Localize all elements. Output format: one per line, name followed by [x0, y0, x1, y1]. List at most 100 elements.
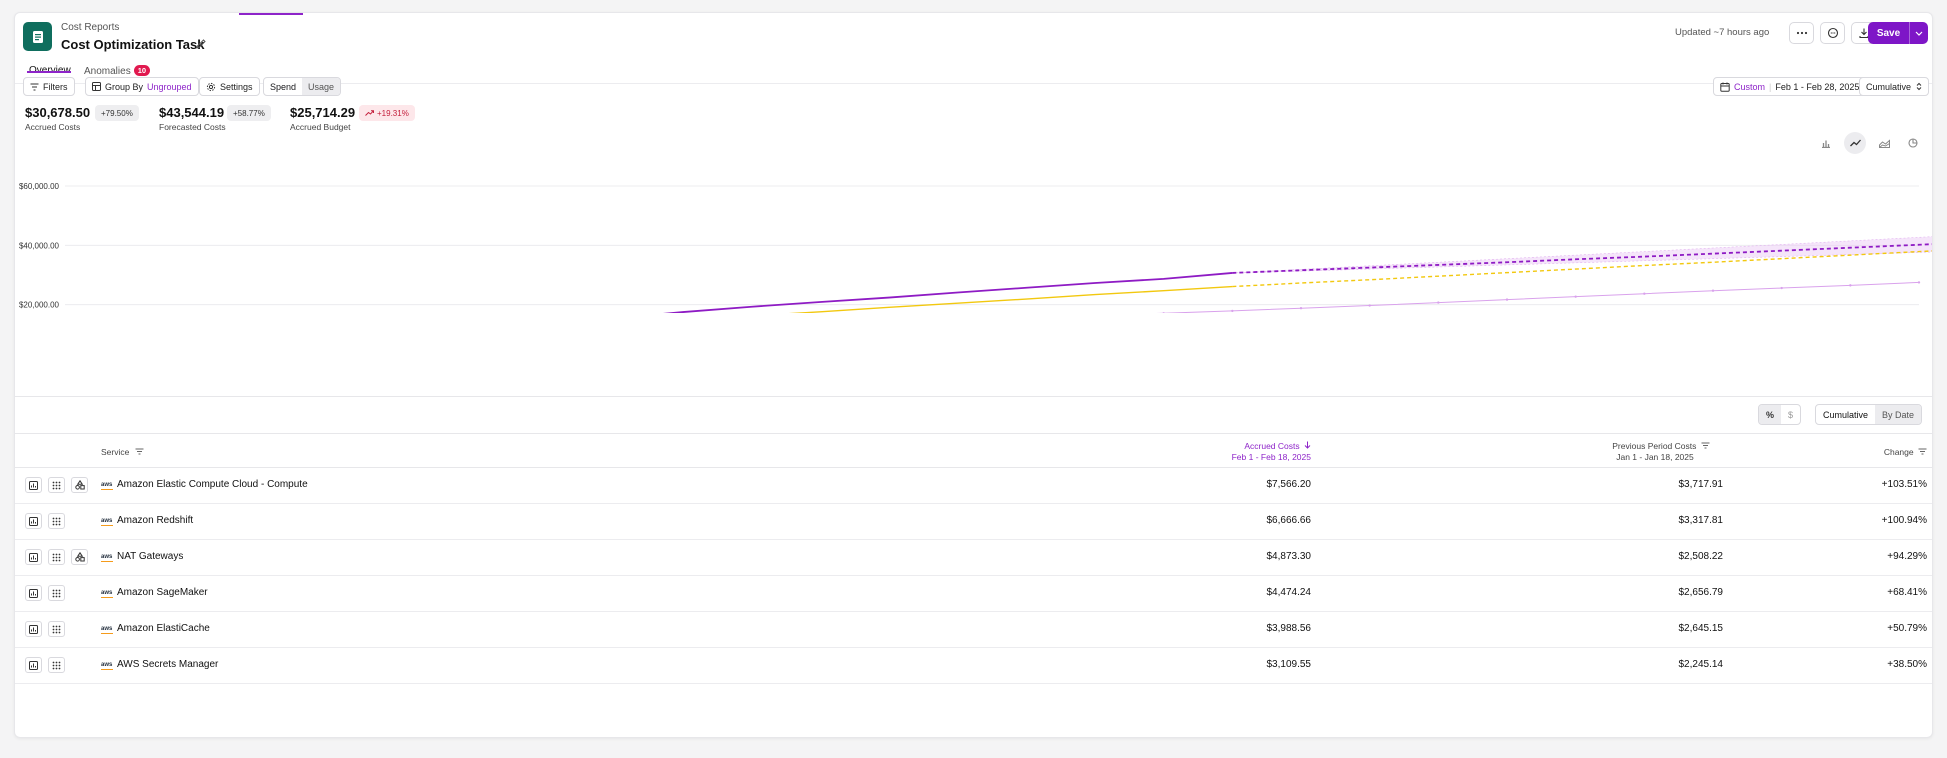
- service-name[interactable]: aws NAT Gateways: [101, 551, 184, 562]
- calendar-icon: [1720, 82, 1730, 92]
- gear-icon: [206, 82, 216, 91]
- kpi-forecast-label: Forecasted Costs: [159, 122, 226, 132]
- row-chart-icon[interactable]: [25, 477, 42, 493]
- forecast-band: [1232, 236, 1932, 274]
- usage-option[interactable]: Usage: [302, 78, 341, 95]
- breadcrumb[interactable]: Cost Reports: [61, 22, 120, 33]
- accrued-cost-cell: $7,566.20: [1266, 479, 1312, 490]
- percent-option[interactable]: %: [1759, 405, 1782, 424]
- aws-logo-icon: aws: [101, 554, 113, 562]
- change-cell: +103.51%: [1881, 479, 1927, 490]
- download-icon: [1858, 28, 1869, 39]
- bar-chart-icon[interactable]: [1815, 132, 1837, 154]
- aws-logo-icon: aws: [101, 662, 113, 670]
- date-range-picker[interactable]: Custom | Feb 1 - Feb 28, 2025: [1713, 77, 1867, 96]
- table-row[interactable]: aws AWS Secrets Manager $3,109.55 $2,245.14…: [15, 648, 1932, 684]
- previous-period-point: [1162, 312, 1165, 313]
- col-service-header[interactable]: Service: [101, 447, 144, 457]
- row-grid-icon[interactable]: [48, 549, 65, 565]
- by-date-option[interactable]: By Date: [1875, 405, 1922, 424]
- row-grid-icon[interactable]: [48, 585, 65, 601]
- previous-period-point: [1437, 301, 1440, 304]
- row-chart-icon[interactable]: [25, 621, 42, 637]
- service-name[interactable]: aws Amazon ElastiCache: [101, 623, 210, 634]
- accrued-costs-forecast-line: [1232, 243, 1932, 274]
- previous-period-point: [1231, 309, 1234, 313]
- area-chart-icon[interactable]: [1873, 132, 1895, 154]
- unit-toggle[interactable]: % $: [1758, 404, 1802, 425]
- previous-period-point: [1917, 281, 1921, 284]
- anomalies-count-badge: 10: [133, 65, 151, 76]
- sort-icon: [1918, 448, 1927, 455]
- more-options-button[interactable]: [1789, 22, 1814, 44]
- table-row[interactable]: aws NAT Gateways $4,873.30 $2,508.22 +94.29%: [15, 540, 1932, 576]
- kpi-budget-label: Accrued Budget: [290, 122, 351, 132]
- group-icon: [92, 82, 101, 91]
- previous-cost-cell: $3,717.91: [1678, 479, 1724, 490]
- row-resources-icon[interactable]: [71, 549, 88, 565]
- service-name[interactable]: aws Amazon SageMaker: [101, 587, 208, 598]
- comment-button[interactable]: [1820, 22, 1845, 44]
- service-name[interactable]: aws Amazon Elastic Compute Cloud - Comput…: [101, 479, 308, 490]
- row-grid-icon[interactable]: [48, 657, 65, 673]
- accrued-cost-cell: $3,988.56: [1266, 623, 1312, 634]
- row-chart-icon[interactable]: [25, 657, 42, 673]
- spend-option[interactable]: Spend: [270, 81, 297, 92]
- save-button[interactable]: Save: [1868, 22, 1928, 44]
- row-grid-icon[interactable]: [48, 513, 65, 529]
- edit-title-pencil-icon[interactable]: [195, 37, 209, 51]
- change-cell: +94.29%: [1887, 551, 1927, 562]
- previous-period-point: [1574, 295, 1577, 298]
- table-row[interactable]: aws Amazon SageMaker $4,474.24 $2,656.79 +68…: [15, 576, 1932, 612]
- tab-overview[interactable]: Overview: [29, 65, 71, 76]
- trend-up-icon: [365, 110, 374, 116]
- col-prev-header[interactable]: Previous Period Costs: [1595, 441, 1727, 451]
- group-by-button[interactable]: Group By Ungrouped: [85, 77, 199, 96]
- row-grid-icon[interactable]: [48, 621, 65, 637]
- save-label: Save: [1876, 27, 1901, 39]
- kpi-accrued-value: $30,678.50: [25, 105, 91, 120]
- col-accrued-header[interactable]: Accrued Costs: [1205, 441, 1311, 451]
- previous-period-point: [1711, 289, 1715, 292]
- group-by-value: Ungrouped: [147, 81, 192, 92]
- service-name[interactable]: aws AWS Secrets Manager: [101, 659, 219, 670]
- aws-logo-icon: aws: [101, 482, 113, 490]
- row-grid-icon[interactable]: [48, 477, 65, 493]
- save-dropdown-chevron-icon[interactable]: [1910, 31, 1928, 36]
- previous-cost-cell: $2,645.15: [1678, 623, 1724, 634]
- cumulative-option[interactable]: Cumulative: [1823, 409, 1869, 420]
- previous-period-point: [1780, 286, 1783, 290]
- select-arrows-icon: [1916, 82, 1922, 91]
- service-name[interactable]: aws Amazon Redshift: [101, 515, 194, 526]
- row-resources-icon[interactable]: [71, 477, 88, 493]
- pie-chart-icon[interactable]: [1902, 132, 1924, 154]
- table-mode-toggle[interactable]: Cumulative By Date: [1815, 404, 1923, 425]
- change-cell: +68.41%: [1887, 587, 1927, 598]
- previous-period-point: [1299, 307, 1303, 310]
- dollar-option[interactable]: $: [1788, 409, 1794, 420]
- tab-anomalies[interactable]: Anomalies 10: [84, 65, 151, 77]
- table-row[interactable]: aws Amazon Elastic Compute Cloud - Comput…: [15, 468, 1932, 504]
- aws-logo-icon: aws: [101, 590, 113, 598]
- table-row[interactable]: aws Amazon ElastiCache $3,988.56 $2,645.15 +…: [15, 612, 1932, 648]
- updated-timestamp: Updated ~7 hours ago: [1675, 27, 1770, 38]
- row-chart-icon[interactable]: [25, 585, 42, 601]
- filters-button[interactable]: Filters: [23, 77, 75, 96]
- kpi-accrued-label: Accrued Costs: [25, 122, 81, 132]
- ellipsis-icon: [1796, 31, 1807, 35]
- cost-report-card: Cost Reports Cost Optimization Task Upda…: [14, 12, 1933, 738]
- accrued-cost-cell: $4,474.24: [1266, 587, 1312, 598]
- spend-usage-toggle[interactable]: Spend Usage: [263, 77, 342, 96]
- aws-logo-icon: aws: [101, 518, 113, 526]
- settings-button[interactable]: Settings: [199, 77, 260, 96]
- row-chart-icon[interactable]: [25, 513, 42, 529]
- cost-line-chart: $0.00$20,000.00$40,000.00$60,000.0002/01…: [19, 182, 1932, 313]
- view-mode-select[interactable]: Cumulative: [1859, 77, 1929, 96]
- line-chart-icon[interactable]: [1844, 132, 1866, 154]
- previous-cost-cell: $2,245.14: [1678, 659, 1724, 670]
- col-change-header[interactable]: Change: [1875, 447, 1927, 457]
- row-chart-icon[interactable]: [25, 549, 42, 565]
- accrued-cost-cell: $4,873.30: [1266, 551, 1312, 562]
- table-row[interactable]: aws Amazon Redshift $6,666.66 $3,317.81 +100…: [15, 504, 1932, 540]
- accrued-budget-line: [788, 285, 1233, 313]
